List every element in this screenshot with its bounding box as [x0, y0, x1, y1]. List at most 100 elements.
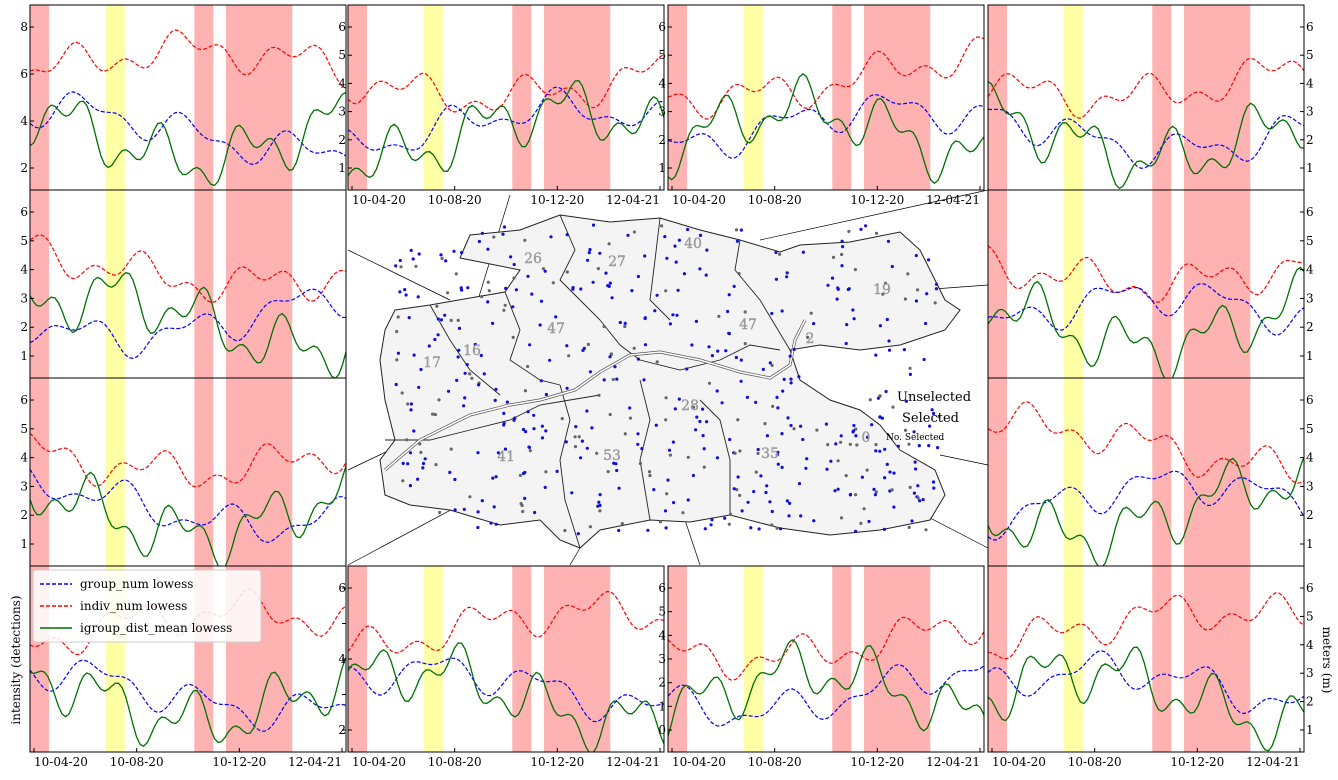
selected-point	[476, 451, 480, 455]
unselected-point	[736, 418, 740, 422]
connector-line	[347, 504, 461, 566]
y-tick-label: 1	[658, 699, 666, 713]
unselected-point	[840, 252, 844, 257]
y-tick-label: 3	[658, 652, 666, 666]
selected-point	[682, 272, 687, 276]
y-tick-label: 1	[20, 349, 28, 363]
selected-point	[636, 432, 640, 436]
indiv-num-line	[988, 57, 1304, 119]
selected-point	[663, 235, 667, 239]
selected-point	[874, 353, 878, 357]
selected-point	[870, 423, 874, 427]
selected-point	[921, 498, 925, 502]
selected-point	[768, 500, 772, 504]
selected-point	[671, 440, 676, 444]
unselected-point	[611, 377, 615, 382]
unselected-point	[743, 310, 747, 314]
selected-point	[530, 292, 534, 296]
unselected-point	[868, 398, 872, 402]
unselected-point	[664, 396, 668, 400]
selected-point	[540, 436, 545, 440]
region-count: 2	[806, 331, 815, 347]
unselected-point	[853, 268, 858, 272]
selected-point	[732, 487, 736, 491]
unselected-point	[865, 468, 869, 472]
selected-point	[705, 420, 709, 424]
x-tick-label: 10-12-20	[850, 755, 904, 769]
selected-point	[690, 343, 694, 347]
selected-point	[453, 477, 457, 482]
y-tick-label: 3	[338, 105, 346, 119]
unselected-point	[792, 427, 796, 431]
selected-point	[439, 253, 443, 257]
selected-point	[643, 316, 647, 321]
selected-point	[671, 313, 675, 317]
selected-point	[805, 457, 809, 461]
x-tick-label: 10-04-20	[672, 193, 726, 207]
selected-point	[394, 264, 398, 268]
unselected-point	[903, 428, 908, 432]
group-num-line	[988, 650, 1304, 715]
selected-point	[801, 250, 806, 254]
selected-point	[686, 227, 690, 232]
unselected-point	[770, 363, 774, 367]
unselected-point	[648, 473, 652, 478]
selected-point	[852, 423, 856, 428]
red-shaded-period	[225, 5, 293, 190]
unselected-point	[874, 443, 878, 447]
selected-point	[844, 341, 848, 346]
legend-entry: indiv_num lowess	[80, 599, 187, 613]
selected-point	[854, 529, 858, 534]
selected-point	[544, 392, 549, 397]
group-num-line	[988, 282, 1304, 336]
selected-point	[401, 461, 405, 465]
unselected-point	[588, 525, 593, 529]
unselected-point	[541, 267, 546, 271]
selected-point	[459, 286, 463, 290]
x-tick-label: 10-08-20	[748, 755, 802, 769]
selected-point	[492, 505, 496, 509]
unselected-point	[435, 304, 439, 308]
district-border	[649, 217, 671, 321]
selected-point	[636, 357, 641, 361]
selected-point	[408, 484, 412, 488]
selected-point	[873, 493, 878, 497]
selected-point	[780, 465, 784, 469]
unselected-point	[692, 405, 696, 409]
selected-point	[707, 345, 711, 349]
unselected-point	[770, 523, 774, 527]
selected-point	[916, 484, 920, 488]
unselected-point	[632, 346, 636, 350]
y-tick-label: 4	[1306, 263, 1314, 277]
x-tick-label: 12-04-21	[606, 193, 660, 207]
selected-point	[701, 407, 705, 411]
unselected-point	[839, 440, 843, 444]
igroup-dist-mean-line	[348, 80, 664, 179]
selected-point	[416, 477, 420, 481]
indiv-num-line	[988, 401, 1304, 484]
unselected-point	[528, 449, 532, 453]
indiv-num-line	[668, 616, 984, 681]
selected-point	[613, 365, 617, 369]
panel-background	[30, 378, 346, 566]
y-tick-label: 6	[658, 20, 666, 34]
y-tick-label: 1	[20, 537, 28, 551]
yellow-shaded-period	[1063, 566, 1083, 752]
selected-point	[698, 233, 703, 237]
selected-point	[421, 461, 426, 466]
selected-point	[833, 489, 837, 493]
selected-point	[673, 407, 677, 411]
unselected-point	[400, 391, 404, 395]
selected-point	[694, 428, 698, 432]
yellow-shaded-period	[105, 378, 125, 566]
legend-unselected: Unselected	[897, 390, 971, 405]
yellow-shaded-period	[423, 566, 443, 752]
unselected-point	[638, 461, 643, 466]
group-num-line	[30, 288, 346, 360]
y-tick-label: 5	[1306, 422, 1314, 436]
unselected-point	[738, 493, 742, 497]
panel-background	[348, 5, 664, 190]
selected-point	[565, 386, 569, 390]
selected-point	[710, 518, 714, 522]
igroup-dist-mean-line	[988, 266, 1304, 378]
